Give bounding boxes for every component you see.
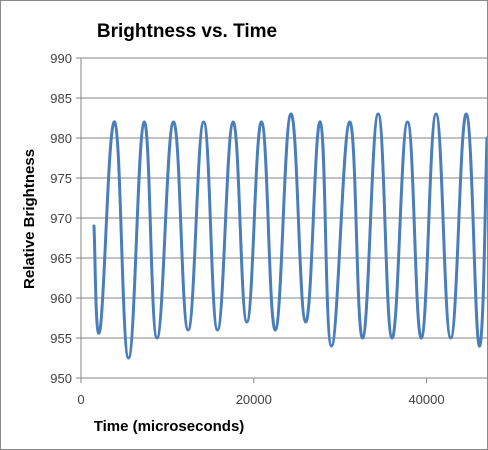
x-tick-labels: 0 20000 40000 [77, 392, 444, 407]
y-tick-label: 985 [50, 91, 72, 106]
y-tick-label: 960 [50, 291, 72, 306]
y-tick-label: 980 [50, 131, 72, 146]
y-tick-label: 950 [50, 371, 72, 386]
x-tick-label: 20000 [236, 392, 272, 407]
series-line-0 [92, 112, 487, 360]
x-axis-label: Time (microseconds) [94, 418, 245, 435]
series-layer [92, 112, 487, 360]
y-tick-label: 970 [50, 211, 72, 226]
y-axis-label: Relative Brightness [21, 149, 38, 289]
y-tick-label: 990 [50, 51, 72, 66]
y-tick-label: 965 [50, 251, 72, 266]
y-tick-label: 975 [50, 171, 72, 186]
y-tick-label: 955 [50, 331, 72, 346]
axes [76, 57, 487, 383]
chart-title: Brightness vs. Time [97, 21, 277, 42]
x-tick-label: 0 [77, 392, 84, 407]
x-tick-label: 40000 [408, 392, 444, 407]
y-tick-labels: 950 955 960 965 970 975 980 985 990 [50, 51, 72, 386]
